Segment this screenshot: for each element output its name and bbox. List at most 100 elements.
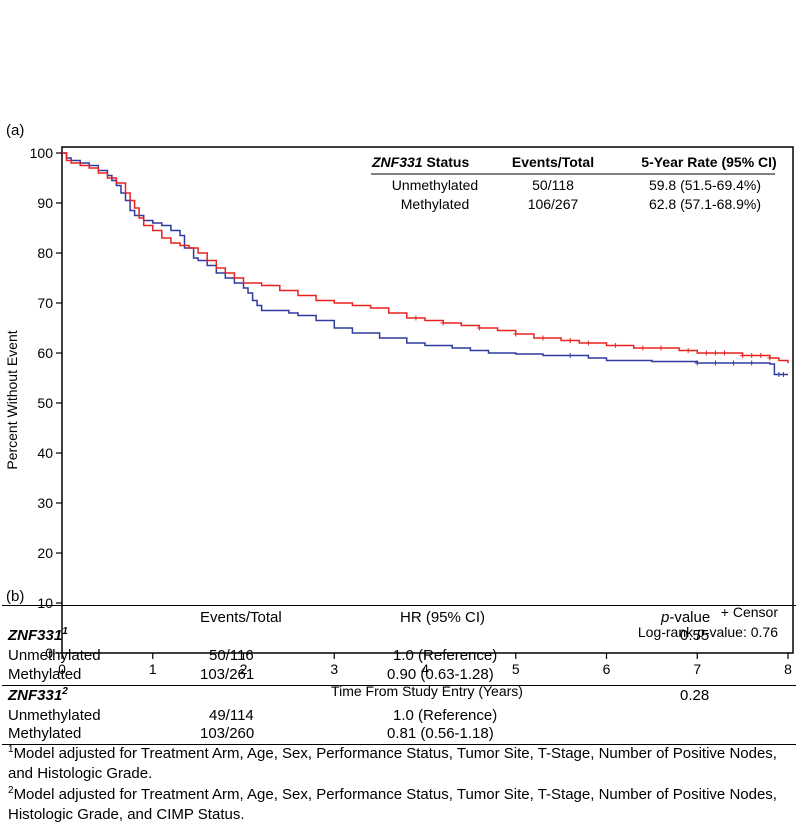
logrank-note: Log-rank p-value: 0.76 [638, 624, 778, 640]
table-group-rule [2, 685, 796, 686]
legend-unmethylated-rate: 59.8 (51.5-69.4%) [649, 177, 761, 193]
row-events: 49/114 [209, 707, 254, 724]
censor-mark-methylated [740, 353, 746, 358]
x-tick-label: 4 [421, 661, 429, 677]
censor-mark-methylated [640, 345, 646, 351]
censor-mark-methylated [658, 345, 664, 351]
row-hr: 0.81 (0.56-1.18) [387, 725, 494, 742]
x-tick-label: 0 [58, 661, 66, 677]
x-tick-label: 5 [512, 661, 520, 677]
y-tick-label: 100 [30, 145, 54, 161]
y-axis: 0 10 20 30 40 50 60 70 80 90 100 [30, 145, 62, 661]
footnote-1: 1Model adjusted for Treatment Arm, Age, … [8, 744, 777, 783]
censor-mark-methylated [476, 325, 482, 331]
censor-mark-methylated [758, 353, 764, 358]
legend-header-status: ZNF331 Status [371, 154, 469, 170]
censor-mark-methylated [567, 338, 573, 343]
censor-note: + Censor [721, 604, 779, 620]
group2-header-row: ZNF3312 0.28 [0, 686, 800, 706]
legend-methylated-events: 106/267 [528, 196, 579, 212]
series-line-unmethylated [62, 152, 788, 376]
x-tick-label: 7 [693, 661, 701, 677]
table-row: Unmethylated 50/116 1.0 (Reference) [0, 646, 800, 666]
group1-pvalue: 0.55 [680, 627, 710, 644]
row-events: 103/260 [200, 725, 255, 742]
group1-header-row: ZNF3311 0.55 [0, 626, 800, 646]
y-tick-label: 10 [37, 595, 53, 611]
group1-gene: ZNF3311 [8, 626, 68, 645]
censor-mark-methylated [721, 350, 727, 356]
censor-mark-methylated [613, 343, 619, 348]
legend-methylated-name: Methylated [401, 196, 469, 212]
y-tick-label: 50 [37, 395, 53, 411]
legend: ZNF331 Status Events/Total 5-Year Rate (… [371, 154, 777, 212]
y-tick-label: 30 [37, 495, 53, 511]
y-tick-label: 90 [37, 195, 53, 211]
x-tick-label: 3 [330, 661, 338, 677]
x-axis-label: Time From Study Entry (Years) [331, 683, 523, 699]
group2-gene: ZNF3312 [8, 686, 68, 705]
censor-mark-methylated [685, 348, 691, 353]
header-hr: HR (95% CI) [400, 609, 486, 626]
censor-mark-unmethylated [749, 360, 755, 366]
x-axis: 0 1 2 3 4 5 6 7 8 [58, 653, 792, 677]
x-tick-label: 8 [784, 661, 792, 677]
row-label: Unmethylated [8, 707, 101, 724]
plot-frame [61, 146, 794, 654]
y-tick-label: 0 [45, 645, 53, 661]
censor-mark-unmethylated [712, 360, 718, 366]
header-pvalue: p-value [661, 609, 711, 626]
censor-mark-unmethylated [780, 372, 786, 377]
row-events: 50/116 [209, 647, 254, 664]
censor-mark-methylated [767, 355, 773, 361]
km-curves [62, 152, 789, 377]
table-header-row: Events/Total HR (95% CI) p-value [0, 608, 800, 628]
footnote-2: 2Model adjusted for Treatment Arm, Age, … [8, 785, 777, 824]
panel-a-label: (a) [6, 122, 24, 139]
y-tick-label: 80 [37, 245, 53, 261]
row-events: 103/261 [200, 666, 255, 683]
hazard-ratio-table: (b) Events/Total HR (95% CI) p-value ZNF… [0, 588, 800, 826]
censor-mark-methylated [749, 353, 755, 358]
censor-mark-methylated [703, 350, 709, 356]
row-label: Methylated [8, 725, 82, 742]
group2-pvalue: 0.28 [680, 687, 710, 704]
censor-mark-unmethylated [776, 372, 782, 377]
censor-mark-methylated [440, 320, 446, 326]
table-row: Methylated 103/261 0.90 (0.63-1.28) [0, 665, 800, 685]
y-tick-label: 70 [37, 295, 53, 311]
censor-mark-methylated [712, 350, 718, 356]
legend-unmethylated-events: 50/118 [532, 177, 574, 193]
row-label: Methylated [8, 666, 82, 683]
censor-mark-methylated [513, 331, 519, 337]
table-bottom-rule [2, 744, 796, 745]
censor-mark-methylated [540, 335, 546, 341]
y-axis-label: Percent Without Event [4, 330, 20, 469]
y-tick-label: 20 [37, 545, 53, 561]
table-top-rule [2, 605, 796, 606]
row-hr: 1.0 (Reference) [393, 647, 498, 664]
series-line-methylated [62, 152, 789, 363]
y-tick-label: 60 [37, 345, 53, 361]
censor-mark-methylated [413, 315, 419, 321]
header-events: Events/Total [200, 609, 282, 626]
table-row: Methylated 103/260 0.81 (0.56-1.18) [0, 724, 800, 744]
censor-mark-unmethylated [567, 353, 573, 358]
censor-mark-unmethylated [694, 360, 700, 366]
row-hr: 0.90 (0.63-1.28) [387, 666, 494, 683]
legend-header-rate: 5-Year Rate (95% CI) [641, 154, 776, 170]
legend-header-events: Events/Total [512, 154, 594, 170]
row-hr: 1.0 (Reference) [393, 707, 498, 724]
row-label: Unmethylated [8, 647, 101, 664]
y-tick-label: 40 [37, 445, 53, 461]
x-tick-label: 2 [240, 661, 248, 677]
censor-mark-unmethylated [731, 360, 737, 366]
legend-methylated-rate: 62.8 (57.1-68.9%) [649, 196, 761, 212]
panel-b-label: (b) [6, 588, 25, 605]
x-tick-label: 6 [603, 661, 611, 677]
table-row: Unmethylated 49/114 1.0 (Reference) [0, 706, 800, 726]
x-tick-label: 1 [149, 661, 157, 677]
censor-mark-methylated [585, 340, 591, 346]
legend-unmethylated-name: Unmethylated [392, 177, 478, 193]
